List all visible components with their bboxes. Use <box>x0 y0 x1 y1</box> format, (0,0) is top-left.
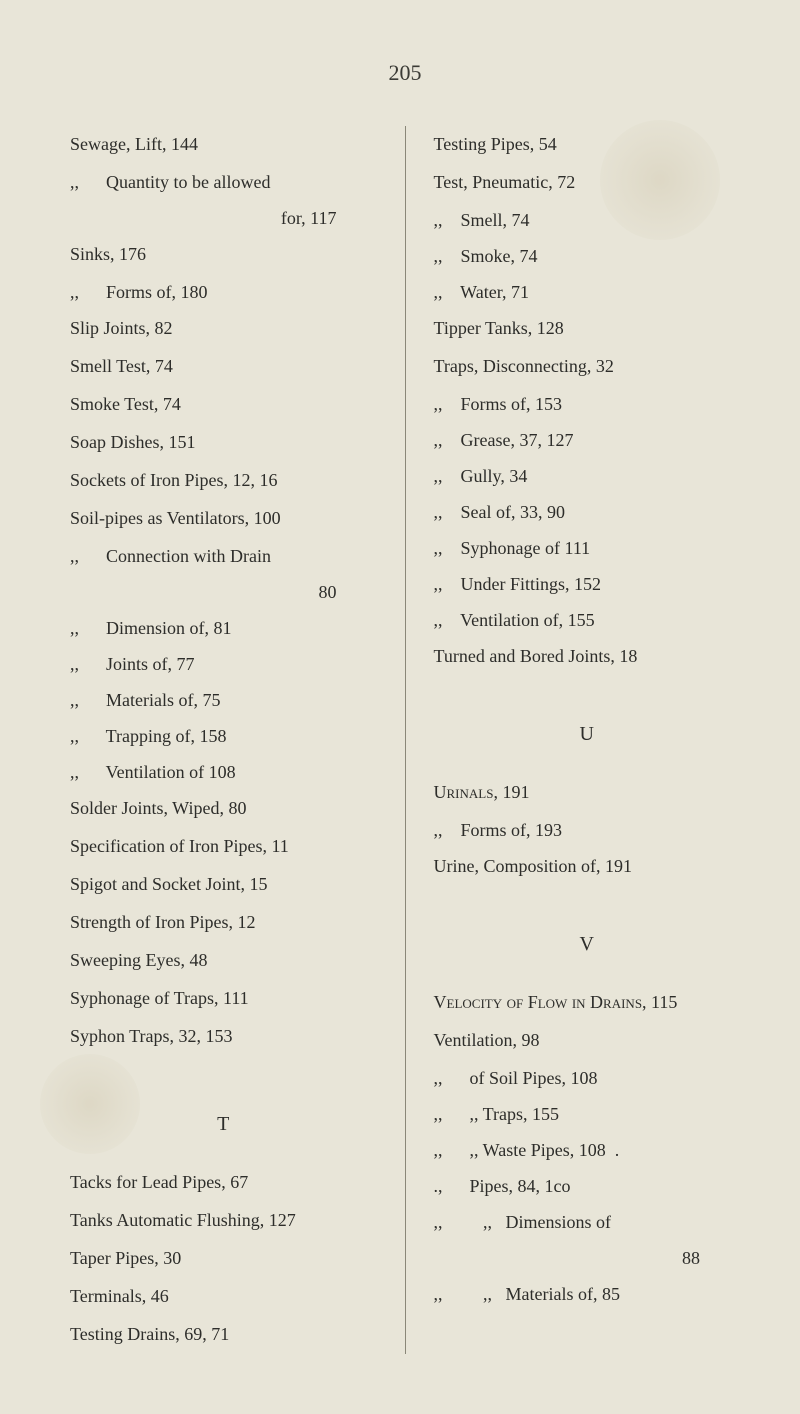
index-entry: ,, Trapping of, 158 <box>70 718 377 754</box>
index-entry: Syphonage of Traps, 111 <box>70 980 377 1016</box>
index-entry: ,, Seal of, 33, 90 <box>434 494 741 530</box>
page-number: 205 <box>70 60 740 86</box>
index-entry: ,, ,, Materials of, 85 <box>434 1276 741 1312</box>
index-entry: Syphon Traps, 32, 153 <box>70 1018 377 1054</box>
index-entry: Tanks Automatic Flushing, 127 <box>70 1202 377 1238</box>
index-entry: Slip Joints, 82 <box>70 310 377 346</box>
index-entry: ,, Quantity to be allowed <box>70 164 377 200</box>
index-entry: ,, Ventilation of, 155 <box>434 602 741 638</box>
index-entry: ,, ,, Traps, 155 <box>434 1096 741 1132</box>
index-entry: ,, of Soil Pipes, 108 <box>434 1060 741 1096</box>
index-entry: Tacks for Lead Pipes, 67 <box>70 1164 377 1200</box>
index-entry: Spigot and Socket Joint, 15 <box>70 866 377 902</box>
index-entry: ,, ,, Dimensions of <box>434 1204 741 1240</box>
index-entry: ,, Water, 71 <box>434 274 741 310</box>
left-column: Sewage, Lift, 144,, Quantity to be allow… <box>70 126 377 1354</box>
index-entry: Smoke Test, 74 <box>70 386 377 422</box>
index-entry: Specification of Iron Pipes, 11 <box>70 828 377 864</box>
index-entry: Velocity of Flow in Drains, 115 <box>434 984 741 1020</box>
index-entry: for, 117 <box>70 200 377 236</box>
index-entry: Urinals, 191 <box>434 774 741 810</box>
index-entry: ,, Forms of, 180 <box>70 274 377 310</box>
index-entry: ,, Syphonage of 111 <box>434 530 741 566</box>
index-entry: Taper Pipes, 30 <box>70 1240 377 1276</box>
columns-container: Sewage, Lift, 144,, Quantity to be allow… <box>70 126 740 1354</box>
index-entry: Tipper Tanks, 128 <box>434 310 741 346</box>
right-column: Testing Pipes, 54Test, Pneumatic, 72,, S… <box>434 126 741 1354</box>
index-entry: ,, Under Fittings, 152 <box>434 566 741 602</box>
section-u-entries: Urinals, 191,, Forms of, 193Urine, Compo… <box>434 774 741 884</box>
index-entry: Soil-pipes as Ventilators, 100 <box>70 500 377 536</box>
section-t-entries: Tacks for Lead Pipes, 67Tanks Automatic … <box>70 1164 377 1352</box>
index-entry: Turned and Bored Joints, 18 <box>434 638 741 674</box>
index-entry: Smell Test, 74 <box>70 348 377 384</box>
index-entry: Testing Drains, 69, 71 <box>70 1316 377 1352</box>
index-entry: Solder Joints, Wiped, 80 <box>70 790 377 826</box>
index-entry: 80 <box>70 574 377 610</box>
section-letter-v: V <box>434 924 741 964</box>
section-letter-u: U <box>434 714 741 754</box>
index-entry: Sewage, Lift, 144 <box>70 126 377 162</box>
index-entry: ., Pipes, 84, 1co <box>434 1168 741 1204</box>
index-entry: ,, Materials of, 75 <box>70 682 377 718</box>
page-stain <box>40 1054 140 1154</box>
index-entry: Sweeping Eyes, 48 <box>70 942 377 978</box>
index-entry: Soap Dishes, 151 <box>70 424 377 460</box>
left-entries: Sewage, Lift, 144,, Quantity to be allow… <box>70 126 377 1054</box>
index-entry: ,, Dimension of, 81 <box>70 610 377 646</box>
index-entry: ,, ,, Waste Pipes, 108 . <box>434 1132 741 1168</box>
section-v-entries: Velocity of Flow in Drains, 115Ventilati… <box>434 984 741 1312</box>
index-entry: ,, Grease, 37, 127 <box>434 422 741 458</box>
index-entry: ,, Forms of, 193 <box>434 812 741 848</box>
index-entry: Traps, Disconnecting, 32 <box>434 348 741 384</box>
index-entry: Terminals, 46 <box>70 1278 377 1314</box>
index-entry: ,, Smoke, 74 <box>434 238 741 274</box>
index-entry: Ventilation, 98 <box>434 1022 741 1058</box>
column-divider <box>405 126 406 1354</box>
index-entry: Sinks, 176 <box>70 236 377 272</box>
page-stain <box>600 120 720 240</box>
index-entry: ,, Ventilation of 108 <box>70 754 377 790</box>
index-entry: ,, Forms of, 153 <box>434 386 741 422</box>
index-entry: ,, Joints of, 77 <box>70 646 377 682</box>
index-entry: ,, Connection with Drain <box>70 538 377 574</box>
index-entry: 88 <box>434 1240 741 1276</box>
index-entry: Urine, Composition of, 191 <box>434 848 741 884</box>
index-entry: Sockets of Iron Pipes, 12, 16 <box>70 462 377 498</box>
index-entry: Strength of Iron Pipes, 12 <box>70 904 377 940</box>
index-entry: ,, Gully, 34 <box>434 458 741 494</box>
